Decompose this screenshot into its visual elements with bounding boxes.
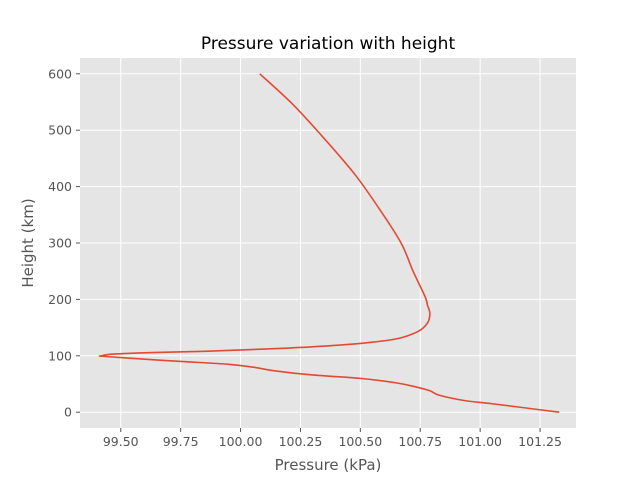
x-tick-label: 100.25	[279, 434, 323, 449]
x-tick-label: 100.50	[338, 434, 382, 449]
x-tick-label: 100.00	[219, 434, 263, 449]
y-tick-label: 400	[48, 179, 72, 194]
y-tick-label: 600	[48, 66, 72, 81]
y-tick-label: 200	[48, 292, 72, 307]
y-tick-label: 500	[48, 123, 72, 138]
x-tick-label: 101.25	[518, 434, 562, 449]
x-tick-label: 99.75	[163, 434, 199, 449]
x-tick-label: 100.75	[398, 434, 442, 449]
y-tick-label: 300	[48, 236, 72, 251]
y-axis-ticks: 0 100 200 300 400 500 600	[48, 66, 80, 420]
x-axis-ticks: 99.50 99.75 100.00 100.25 100.50 100.75 101.00…	[103, 428, 562, 449]
x-tick-label: 101.00	[458, 434, 502, 449]
x-axis-label: Pressure (kPa)	[275, 456, 382, 474]
series-line	[98, 73, 560, 414]
chart-title: Pressure variation with height	[201, 34, 456, 54]
y-axis-label: Height (km)	[19, 198, 37, 287]
x-tick-label: 99.50	[103, 434, 139, 449]
grid	[80, 58, 576, 428]
y-tick-label: 100	[48, 348, 72, 363]
series-group	[98, 73, 560, 414]
y-tick-label: 0	[64, 405, 72, 420]
